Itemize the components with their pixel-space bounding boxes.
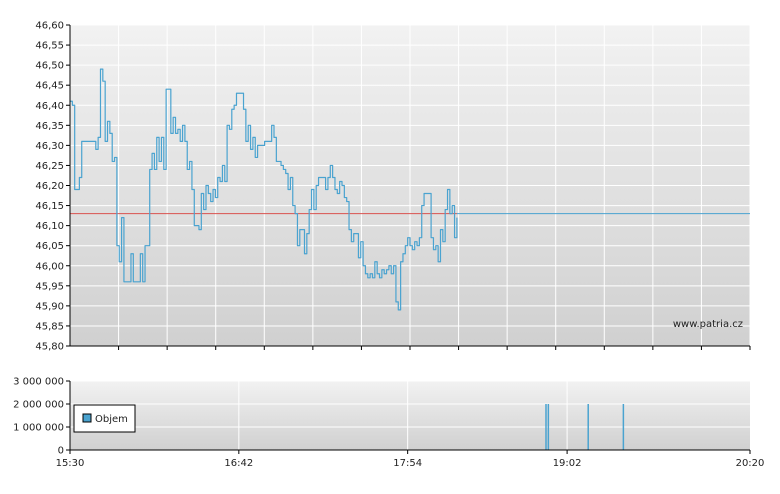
x-tick-label: 19:02 bbox=[553, 458, 582, 469]
price-panel: 45,80 45,85 45,90 45,95 46,00 46,05 46,10 46,15… bbox=[35, 21, 751, 353]
price-y-tick-label: 45,85 bbox=[35, 321, 64, 332]
volume-legend: Objem bbox=[73, 404, 136, 433]
price-y-tick-label: 46,40 bbox=[35, 101, 64, 112]
legend-label: Objem bbox=[95, 414, 128, 425]
price-y-tick-label: 46,25 bbox=[35, 161, 64, 172]
x-tick-label: 16:42 bbox=[224, 458, 253, 469]
price-series-line bbox=[70, 68, 458, 311]
volume-y-tick-label: 1 000 000 bbox=[13, 423, 64, 434]
price-y-tick-label: 46,35 bbox=[35, 121, 64, 132]
volume-plot-area bbox=[70, 381, 750, 450]
price-y-tick-label: 46,10 bbox=[35, 221, 64, 232]
volume-y-tick-label: 0 bbox=[58, 446, 64, 457]
price-y-tick-label: 45,80 bbox=[35, 342, 64, 353]
price-y-tick-label: 46,45 bbox=[35, 81, 64, 92]
price-y-tick-label: 46,60 bbox=[35, 21, 64, 32]
legend-swatch bbox=[82, 413, 92, 423]
price-y-tick-label: 46,55 bbox=[35, 41, 64, 52]
volume-y-tick-label: 2 000 000 bbox=[13, 400, 64, 411]
price-y-tick-label: 46,50 bbox=[35, 61, 64, 72]
x-tick-label: 15:30 bbox=[56, 458, 85, 469]
watermark: www.patria.cz bbox=[673, 319, 743, 330]
price-y-tick-label: 46,30 bbox=[35, 141, 64, 152]
price-y-tick-label: 46,15 bbox=[35, 201, 64, 212]
volume-y-tick-label: 3 000 000 bbox=[13, 377, 64, 388]
price-y-tick-label: 45,95 bbox=[35, 281, 64, 292]
price-y-tick-label: 46,20 bbox=[35, 181, 64, 192]
price-y-tick-label: 46,00 bbox=[35, 261, 64, 272]
x-tick-label: 20:20 bbox=[736, 458, 765, 469]
x-tick-label: 17:54 bbox=[393, 458, 422, 469]
volume-panel: 15:30 16:42 17:54 19:02 20:20 0 1 000 000 2 000… bbox=[13, 377, 764, 470]
price-y-tick-label: 46,05 bbox=[35, 241, 64, 252]
price-y-tick-label: 45,90 bbox=[35, 301, 64, 312]
